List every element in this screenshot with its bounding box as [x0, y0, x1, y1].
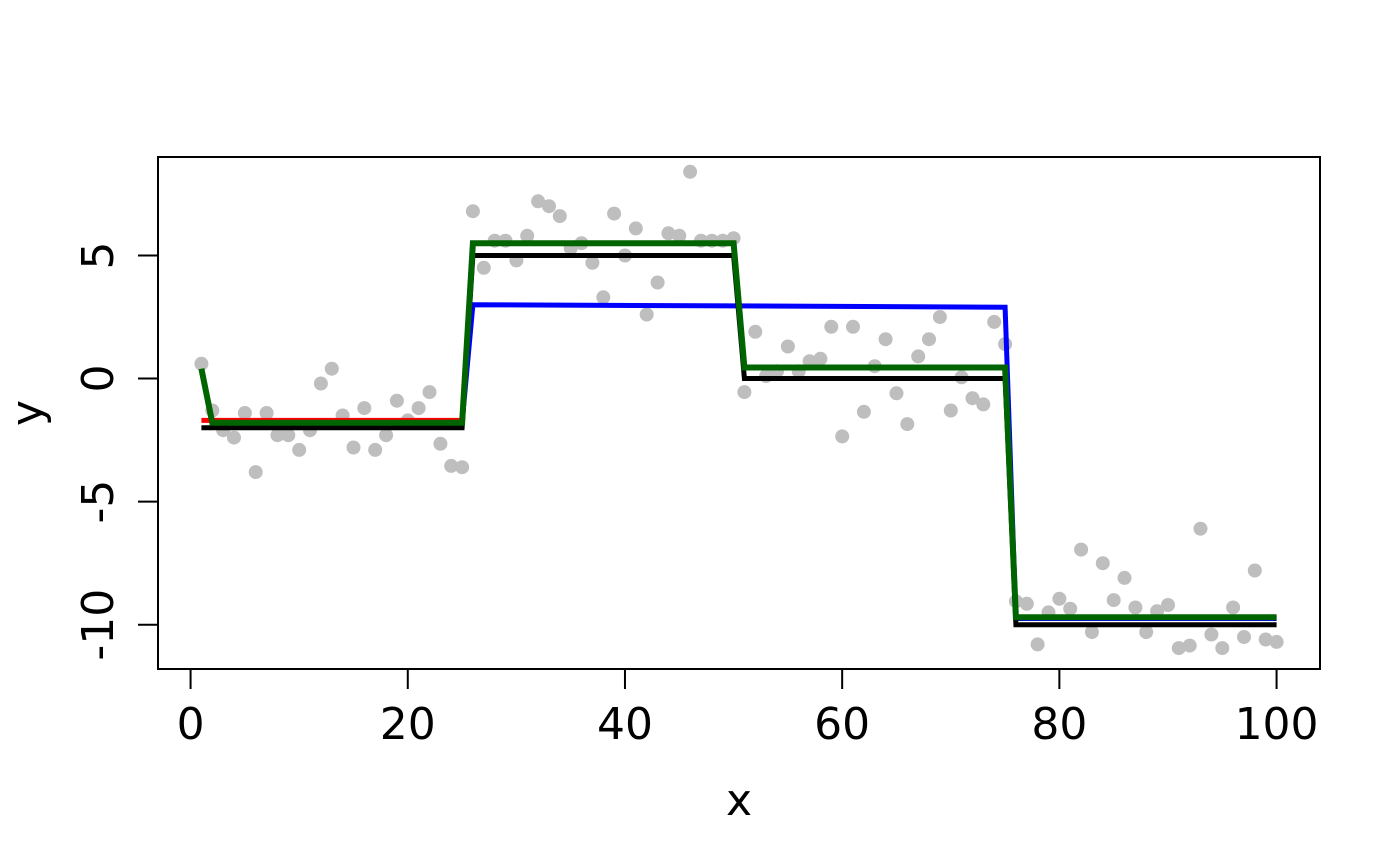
- data-point: [1095, 556, 1110, 571]
- data-point: [281, 428, 296, 443]
- data-point: [943, 403, 958, 418]
- data-point: [1269, 634, 1284, 649]
- data-point: [357, 401, 372, 416]
- data-point: [987, 314, 1002, 329]
- y-tick-label: -10: [73, 589, 124, 661]
- data-point: [292, 442, 307, 457]
- data-point: [748, 324, 763, 339]
- data-point: [835, 429, 850, 444]
- data-point: [900, 417, 915, 432]
- data-point: [922, 332, 936, 347]
- data-point: [248, 465, 263, 480]
- data-point: [585, 255, 600, 270]
- data-point: [856, 404, 871, 419]
- data-point: [1247, 563, 1262, 578]
- data-point: [455, 460, 470, 475]
- data-point: [531, 194, 546, 209]
- data-point: [683, 164, 698, 179]
- data-point: [737, 385, 752, 400]
- data-point: [1019, 596, 1034, 611]
- data-point: [1171, 641, 1186, 656]
- x-tick-label: 0: [177, 699, 205, 750]
- series-line: [198, 240, 1277, 621]
- data-point: [1052, 591, 1067, 606]
- fit-lines: [198, 240, 1277, 628]
- data-point: [1106, 593, 1121, 608]
- data-point: [259, 406, 274, 420]
- data-point: [324, 361, 339, 376]
- data-point: [368, 442, 383, 457]
- data-point: [639, 307, 654, 322]
- y-axis-title: y: [2, 400, 53, 426]
- data-point: [1074, 542, 1089, 557]
- data-point: [346, 440, 361, 455]
- data-point: [780, 339, 795, 354]
- data-point: [1084, 625, 1099, 640]
- data-point: [846, 319, 860, 334]
- data-point: [1182, 638, 1197, 653]
- y-tick-label: -5: [73, 480, 124, 524]
- x-axis-title: x: [726, 775, 752, 826]
- data-point: [976, 397, 991, 412]
- data-point: [1128, 600, 1143, 615]
- data-point: [878, 332, 893, 347]
- data-point: [607, 206, 622, 221]
- data-point: [824, 319, 839, 334]
- data-point: [1237, 630, 1251, 644]
- data-point: [1193, 521, 1208, 536]
- x-tick-label: 80: [1031, 699, 1087, 750]
- data-point: [1161, 598, 1175, 612]
- data-point: [628, 221, 643, 236]
- x-tick-label: 60: [814, 699, 870, 750]
- data-point: [661, 226, 676, 241]
- data-point: [650, 275, 665, 290]
- data-point: [1215, 641, 1230, 656]
- data-point: [911, 349, 926, 364]
- data-point: [465, 204, 480, 219]
- data-point: [1204, 627, 1219, 642]
- x-tick-label: 40: [597, 699, 653, 750]
- data-point: [379, 428, 394, 443]
- data-point: [1030, 637, 1045, 652]
- data-point: [270, 428, 285, 443]
- x-tick-label: 20: [380, 699, 436, 750]
- data-point: [422, 385, 437, 400]
- data-point: [1258, 632, 1273, 647]
- data-point: [520, 228, 535, 243]
- data-point: [672, 228, 687, 243]
- y-tick-label: 0: [73, 365, 124, 393]
- data-point: [889, 386, 904, 401]
- data-point: [596, 290, 611, 305]
- data-point: [476, 260, 491, 275]
- data-point: [1063, 601, 1078, 616]
- data-point: [542, 199, 556, 214]
- scatter-points: [194, 164, 1284, 656]
- y-axis: -10 -5 0 5: [73, 241, 159, 661]
- data-point: [389, 393, 404, 408]
- data-point: [813, 351, 828, 366]
- data-point: [1117, 570, 1132, 585]
- data-point: [313, 376, 328, 391]
- data-point: [433, 436, 448, 451]
- data-point: [237, 406, 252, 420]
- data-point: [1226, 600, 1241, 615]
- data-point: [411, 401, 426, 416]
- data-point: [444, 458, 459, 473]
- x-axis: 0 20 40 60 80 100: [177, 668, 1319, 750]
- x-tick-label: 100: [1235, 699, 1319, 750]
- data-point: [932, 310, 947, 324]
- data-point: [194, 356, 209, 371]
- data-point: [1139, 625, 1154, 640]
- y-tick-label: 5: [73, 241, 124, 269]
- data-point: [552, 209, 567, 224]
- data-point: [227, 430, 241, 445]
- data-point: [965, 391, 980, 406]
